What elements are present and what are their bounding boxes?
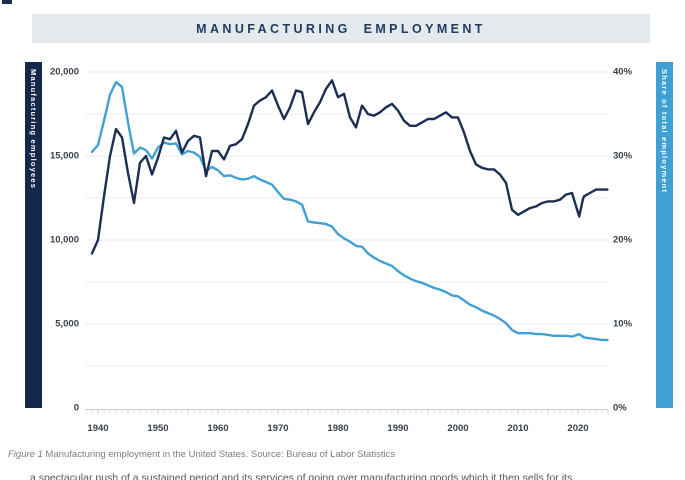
x-tick-label: 2000	[447, 423, 468, 434]
left-axis-bar-label: Manufacturing employees	[29, 69, 38, 190]
y-tick-label-right: 20%	[613, 235, 633, 246]
x-tick-label: 1940	[87, 423, 108, 434]
body-text-clipped: a spectacular push of a sustained period…	[30, 472, 573, 480]
right-axis-bar: Share of total employment	[656, 62, 673, 408]
left-axis-bar: Manufacturing employees	[25, 62, 42, 408]
y-tick-label-left: 0	[74, 403, 79, 414]
x-tick-label: 1950	[147, 423, 168, 434]
x-tick-label: 1970	[267, 423, 288, 434]
x-tick-label: 1980	[327, 423, 348, 434]
x-tick-label: 2020	[567, 423, 588, 434]
x-tick-label: 1990	[387, 423, 408, 434]
figure-caption-text: Manufacturing employment in the United S…	[42, 449, 396, 460]
x-tick-label: 2010	[507, 423, 528, 434]
chart-plot-area: 20,000 15,000 10,000 5,000 0 40% 30% 20% 10% 0% 19…	[50, 67, 633, 434]
y-tick-label-right: 30%	[613, 151, 633, 162]
y-tick-label-left: 15,000	[50, 151, 79, 162]
share-of-employment-line	[90, 80, 609, 342]
page-corner-mark	[2, 0, 12, 4]
y-tick-label-right: 0%	[613, 403, 627, 414]
manufacturing-employees-line	[90, 79, 609, 255]
y-tick-label-left: 5,000	[55, 319, 79, 330]
x-tick-label: 1960	[207, 423, 228, 434]
figure-caption: Figure 1 Manufacturing employment in the…	[8, 449, 668, 460]
y-tick-label-right: 40%	[613, 67, 633, 78]
right-axis-bar-label: Share of total employment	[660, 69, 669, 194]
y-tick-label-left: 20,000	[50, 67, 79, 78]
chart-title: MANUFACTURING EMPLOYMENT	[196, 21, 486, 36]
y-tick-label-right: 10%	[613, 319, 633, 330]
title-band: MANUFACTURING EMPLOYMENT	[32, 14, 650, 43]
y-tick-label-left: 10,000	[50, 235, 79, 246]
figure-caption-label: Figure 1	[8, 449, 43, 460]
